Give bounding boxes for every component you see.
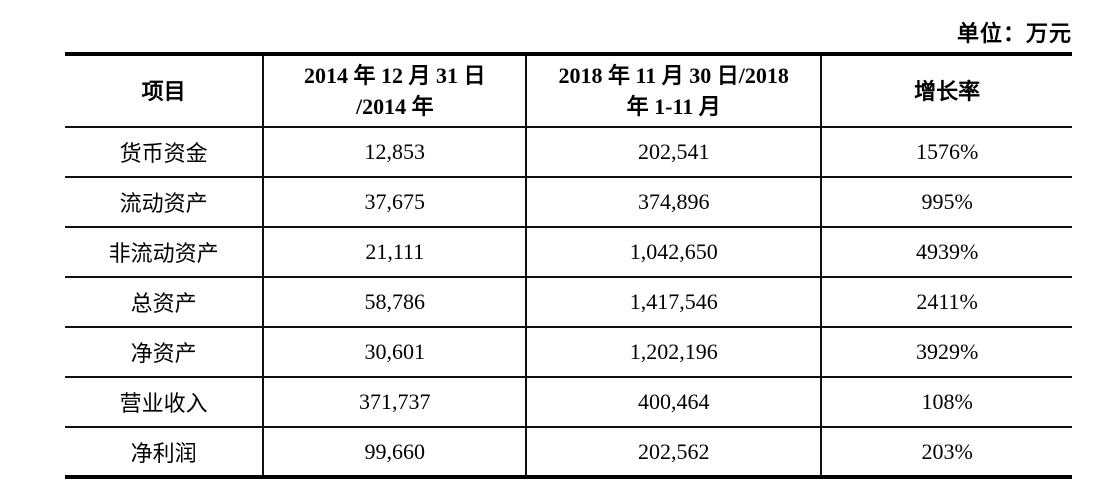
item-cell: 货币资金 — [65, 126, 264, 177]
item-cell: 非流动资产 — [65, 226, 264, 277]
value-2014-cell: 371,737 — [262, 376, 527, 427]
value-2018-cell: 400,464 — [525, 376, 822, 427]
item-cell: 营业收入 — [65, 376, 264, 427]
header-2018-line1: 2018 年 11 月 30 日/2018 — [558, 63, 789, 88]
item-cell: 总资产 — [65, 276, 264, 327]
table-row: 营业收入 371,737 400,464 108% — [65, 376, 1072, 427]
value-2018-cell: 202,562 — [525, 426, 822, 477]
header-item: 项目 — [65, 54, 263, 127]
financial-comparison-table: 项目 2014 年 12 月 31 日 /2014 年 2018 年 11 月 … — [65, 52, 1072, 479]
header-item-label: 项目 — [141, 78, 186, 104]
growth-cell: 203% — [820, 426, 1072, 477]
value-2014-cell: 30,601 — [262, 326, 527, 377]
header-col-2018: 2018 年 11 月 30 日/2018 年 1-11 月 — [525, 54, 822, 127]
item-cell: 净利润 — [65, 426, 264, 477]
table-row: 流动资产 37,675 374,896 995% — [65, 176, 1072, 227]
value-2018-cell: 1,417,546 — [525, 276, 822, 327]
table-header-row: 项目 2014 年 12 月 31 日 /2014 年 2018 年 11 月 … — [65, 54, 1072, 127]
value-2014-cell: 21,111 — [262, 226, 527, 277]
table-row: 总资产 58,786 1,417,546 2411% — [65, 276, 1072, 327]
value-2018-cell: 1,042,650 — [525, 226, 822, 277]
header-col-2014: 2014 年 12 月 31 日 /2014 年 — [262, 54, 527, 127]
growth-cell: 995% — [820, 176, 1072, 227]
value-2014-cell: 12,853 — [262, 126, 527, 177]
value-2014-cell: 99,660 — [262, 426, 527, 477]
value-2014-cell: 58,786 — [262, 276, 527, 327]
header-2014-line2: /2014 年 — [355, 94, 434, 119]
growth-cell: 1576% — [820, 126, 1072, 177]
value-2018-cell: 1,202,196 — [525, 326, 822, 377]
value-2018-cell: 374,896 — [525, 176, 822, 227]
item-cell: 净资产 — [65, 326, 264, 377]
header-2018-line2: 年 1-11 月 — [626, 94, 721, 119]
header-2014-line1: 2014 年 12 月 31 日 — [304, 63, 486, 88]
header-growth: 增长率 — [820, 54, 1072, 127]
table-row: 非流动资产 21,111 1,042,650 4939% — [65, 226, 1072, 277]
header-growth-label: 增长率 — [914, 78, 981, 104]
growth-cell: 2411% — [820, 276, 1072, 327]
item-cell: 流动资产 — [65, 176, 264, 227]
growth-cell: 3929% — [820, 326, 1072, 377]
table-row: 货币资金 12,853 202,541 1576% — [65, 126, 1072, 177]
growth-cell: 108% — [820, 376, 1072, 427]
value-2014-cell: 37,675 — [262, 176, 527, 227]
value-2018-cell: 202,541 — [525, 126, 822, 177]
table-row: 净利润 99,660 202,562 203% — [65, 426, 1072, 477]
growth-cell: 4939% — [820, 226, 1072, 277]
table-row: 净资产 30,601 1,202,196 3929% — [65, 326, 1072, 377]
unit-label: 单位：万元 — [956, 21, 1072, 46]
